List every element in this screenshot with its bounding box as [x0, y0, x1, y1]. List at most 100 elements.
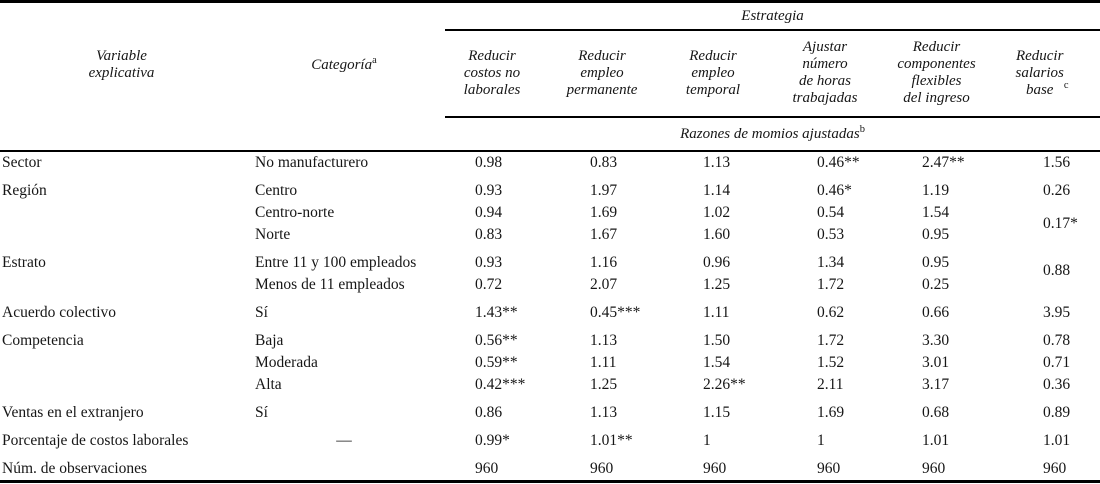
- value-cell: 1.54: [703, 354, 731, 371]
- subheader-row: Razones de momios ajustadasb: [0, 117, 1100, 152]
- footnote-marker-b: b: [859, 124, 865, 135]
- value-cell: 0.25: [922, 276, 950, 293]
- value-cell: 960: [703, 460, 727, 477]
- category-cell: —: [336, 432, 352, 449]
- value-cell: 0.26: [1043, 182, 1071, 199]
- variable-cell: Estrato: [2, 254, 46, 271]
- value-cell: 1.13: [590, 404, 618, 421]
- value-cell: 0.83: [475, 226, 503, 243]
- value-cell: 0.95: [922, 254, 950, 271]
- strategy-column-header: Reducir empleo temporal: [665, 30, 777, 118]
- category-cell: [243, 452, 445, 482]
- value-cell: 0.36: [1043, 376, 1071, 393]
- value-cell: 0.56**: [475, 332, 518, 349]
- category-cell: Baja: [255, 332, 284, 349]
- value-cell: 1.67: [590, 226, 618, 243]
- table-row: Ventas en el extranjero Sí 0.86 1.13 1.15 1.6…: [0, 396, 1100, 424]
- value-cell: 0.95: [922, 226, 950, 243]
- category-cell: Menos de 11 empleados: [255, 276, 405, 293]
- estrategia-span-header: Estrategia: [445, 1, 1100, 31]
- column-header-row: Variable explicativa Categoríaa Reducir …: [0, 30, 1100, 152]
- value-cell: 0.89: [1043, 404, 1071, 421]
- value-cell: 0.66: [922, 304, 950, 321]
- value-cell: 1.56: [1043, 154, 1071, 171]
- value-cell: 0.88: [1043, 262, 1071, 279]
- value-cell: 1.72: [817, 276, 845, 293]
- value-cell: 2.47**: [922, 154, 965, 171]
- table-row: Centro-norte 0.94 1.69 1.02 0.54 1.54 0.17*: [0, 202, 1100, 232]
- value-cell: 0.68: [922, 404, 950, 421]
- value-cell: 2.11: [817, 376, 844, 393]
- value-cell: 1.15: [703, 404, 731, 421]
- strategy-header-label: Reducir salarios base: [1015, 47, 1064, 98]
- value-cell: 3.17: [922, 376, 950, 393]
- value-cell: 2.26**: [703, 376, 746, 393]
- value-cell: 3.01: [922, 354, 950, 371]
- value-cell: 0.98: [475, 154, 503, 171]
- value-cell: 1.13: [590, 332, 618, 349]
- category-cell: Norte: [255, 226, 291, 243]
- category-cell: Sí: [255, 304, 268, 321]
- value-cell: 0.93: [475, 254, 503, 271]
- strategy-header-label: Reducir empleo temporal: [685, 47, 741, 98]
- value-cell: 0.78: [1043, 332, 1071, 349]
- table-row: Estrato Entre 11 y 100 empleados 0.93 1.16 0…: [0, 246, 1100, 279]
- value-cell: 1.97: [590, 182, 618, 199]
- value-cell: 1.01: [922, 432, 950, 449]
- footnote-marker-c: c: [1063, 79, 1069, 91]
- value-cell: 1.16: [590, 254, 618, 271]
- value-cell: 960: [590, 460, 614, 477]
- category-cell: Alta: [255, 376, 282, 393]
- category-column-header: Categoríaa: [243, 30, 445, 152]
- strategy-column-header: Reducir salarios base c: [1000, 30, 1100, 118]
- value-cell: 1.25: [590, 376, 618, 393]
- value-cell: 0.46**: [817, 154, 860, 171]
- value-cell: 0.53: [817, 226, 845, 243]
- category-header-label: Categoría: [311, 56, 373, 73]
- value-cell: 1.25: [703, 276, 731, 293]
- table-row: Acuerdo colectivo Sí 1.43** 0.45*** 1.11 0.62…: [0, 296, 1100, 324]
- strategy-column-header: Ajustar número de horas trabajadas: [777, 30, 889, 118]
- variable-cell: Porcentaje de costos laborales: [2, 432, 189, 449]
- value-cell: 0.83: [590, 154, 618, 171]
- category-cell: Entre 11 y 100 empleados: [255, 254, 417, 271]
- value-cell: 3.30: [922, 332, 950, 349]
- value-cell: 1: [703, 432, 711, 449]
- table-row: Moderada 0.59** 1.11 1.54 1.52 3.01 0.71: [0, 352, 1100, 374]
- variable-cell: Acuerdo colectivo: [2, 304, 117, 321]
- value-cell: 1.60: [703, 226, 731, 243]
- span-header-row: Estrategia: [0, 1, 1100, 31]
- strategy-column-header: Reducir componentes flexibles del ingres…: [889, 30, 1000, 118]
- table-row: Norte 0.83 1.67 1.60 0.53 0.95: [0, 224, 1100, 246]
- table-row: Alta 0.42*** 1.25 2.26** 2.11 3.17 0.36: [0, 374, 1100, 396]
- value-cell: 0.71: [1043, 354, 1071, 371]
- value-cell: 1.69: [817, 404, 845, 421]
- footnote-marker-a: a: [372, 54, 377, 66]
- value-cell: 3.95: [1043, 304, 1071, 321]
- table-row: Competencia Baja 0.56** 1.13 1.50 1.72 3.30 0.7…: [0, 324, 1100, 352]
- corner-spacer: [0, 2, 445, 31]
- value-cell: 0.86: [475, 404, 503, 421]
- category-cell: Moderada: [255, 354, 318, 371]
- variable-column-header: Variable explicativa: [0, 30, 243, 152]
- strategy-header-label: Reducir empleo permanente: [566, 47, 638, 98]
- value-cell: 1.11: [703, 304, 730, 321]
- value-cell: 0.54: [817, 204, 845, 221]
- value-cell: 0.94: [475, 204, 503, 221]
- value-cell: 1.01**: [590, 432, 633, 449]
- value-cell: 960: [922, 460, 946, 477]
- category-cell: No manufacturero: [255, 154, 369, 171]
- value-cell: 1.01: [1043, 432, 1071, 449]
- strategy-column-header: Reducir empleo permanente: [555, 30, 665, 118]
- value-cell: 1: [817, 432, 825, 449]
- value-cell: 960: [817, 460, 841, 477]
- value-cell: 1.54: [922, 204, 950, 221]
- value-cell: 0.17*: [1043, 215, 1078, 232]
- strategy-header-label: Ajustar número de horas trabajadas: [792, 39, 858, 106]
- value-cell: 960: [475, 460, 499, 477]
- category-cell: Sí: [255, 404, 268, 421]
- value-cell: 1.14: [703, 182, 731, 199]
- table-row: Sector No manufacturero 0.98 0.83 1.13 0.46**…: [0, 151, 1100, 174]
